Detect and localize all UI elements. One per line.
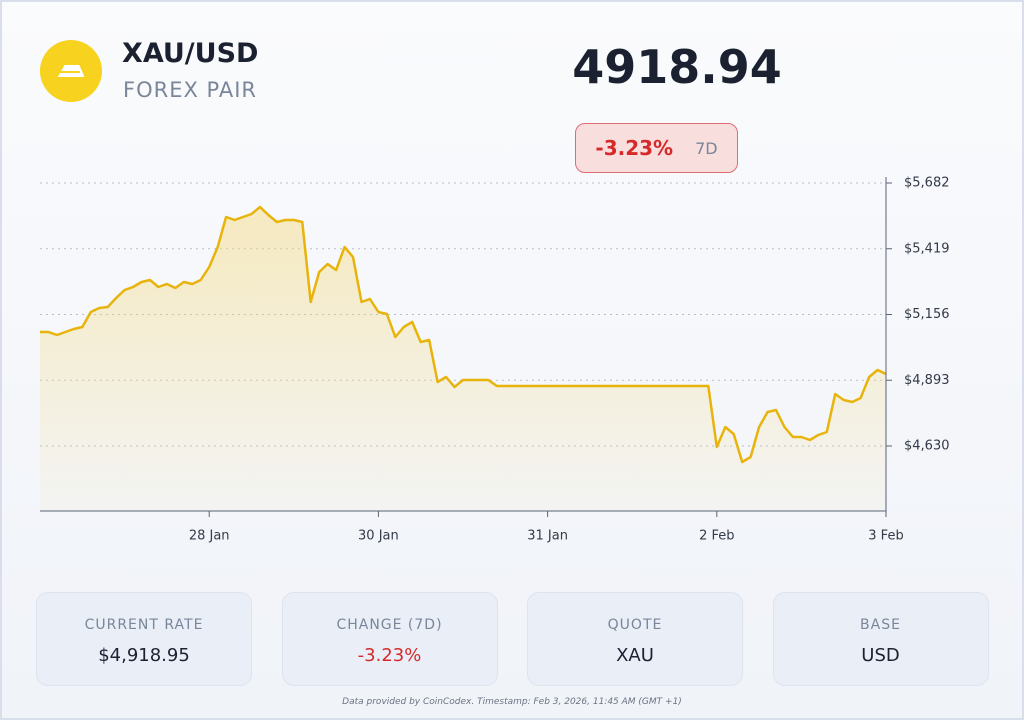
pair-title: XAU/USD xyxy=(122,38,259,69)
stat-card: CHANGE (7D) -3.23% xyxy=(281,592,498,686)
y-tick-label: $4,630 xyxy=(904,439,950,454)
footer: Data provided by CoinCodex. Timestamp: F… xyxy=(342,697,682,707)
y-tick-label: $5,682 xyxy=(904,176,950,191)
stat-card: BASE USD xyxy=(772,592,989,686)
x-tick-label: 30 Jan xyxy=(358,529,399,544)
stat-card: CURRENT RATE $4,918.95 xyxy=(36,592,252,686)
x-tick-label: 2 Feb xyxy=(699,529,734,544)
stat-card: QUOTE XAU xyxy=(527,592,743,686)
y-tick-label: $5,156 xyxy=(904,307,950,322)
x-tick-label: 3 Feb xyxy=(868,529,903,544)
y-tick-label: $5,419 xyxy=(904,241,950,256)
period: 7D xyxy=(695,138,718,158)
area xyxy=(40,207,886,511)
x-tick-label: 28 Jan xyxy=(189,529,230,544)
x-tick-label: 31 Jan xyxy=(527,529,568,544)
pair-kind: FOREX PAIR xyxy=(123,78,258,102)
line xyxy=(40,205,887,464)
stat-value: $4,918.95 xyxy=(98,645,190,666)
stat-label: QUOTE xyxy=(607,617,663,633)
pair-icon xyxy=(40,40,102,102)
stat-value: -3.23% xyxy=(357,645,422,666)
y-tick-label: $4,893 xyxy=(904,373,950,388)
stat-label: CURRENT RATE xyxy=(84,617,204,633)
change-badge: -3.23% 7D xyxy=(575,123,738,173)
price: 4918.94 xyxy=(572,40,782,94)
stat-value: USD xyxy=(861,645,900,666)
stat-label: CHANGE (7D) xyxy=(336,617,443,633)
stat-label: BASE xyxy=(860,617,901,633)
chart: $4,630 $4,893 $5,156 $5,419 $5,682 28 Jan 30 J… xyxy=(40,176,950,544)
gold-icon xyxy=(54,63,88,79)
change: -3.23% xyxy=(595,136,674,160)
stat-value: XAU xyxy=(616,645,654,666)
